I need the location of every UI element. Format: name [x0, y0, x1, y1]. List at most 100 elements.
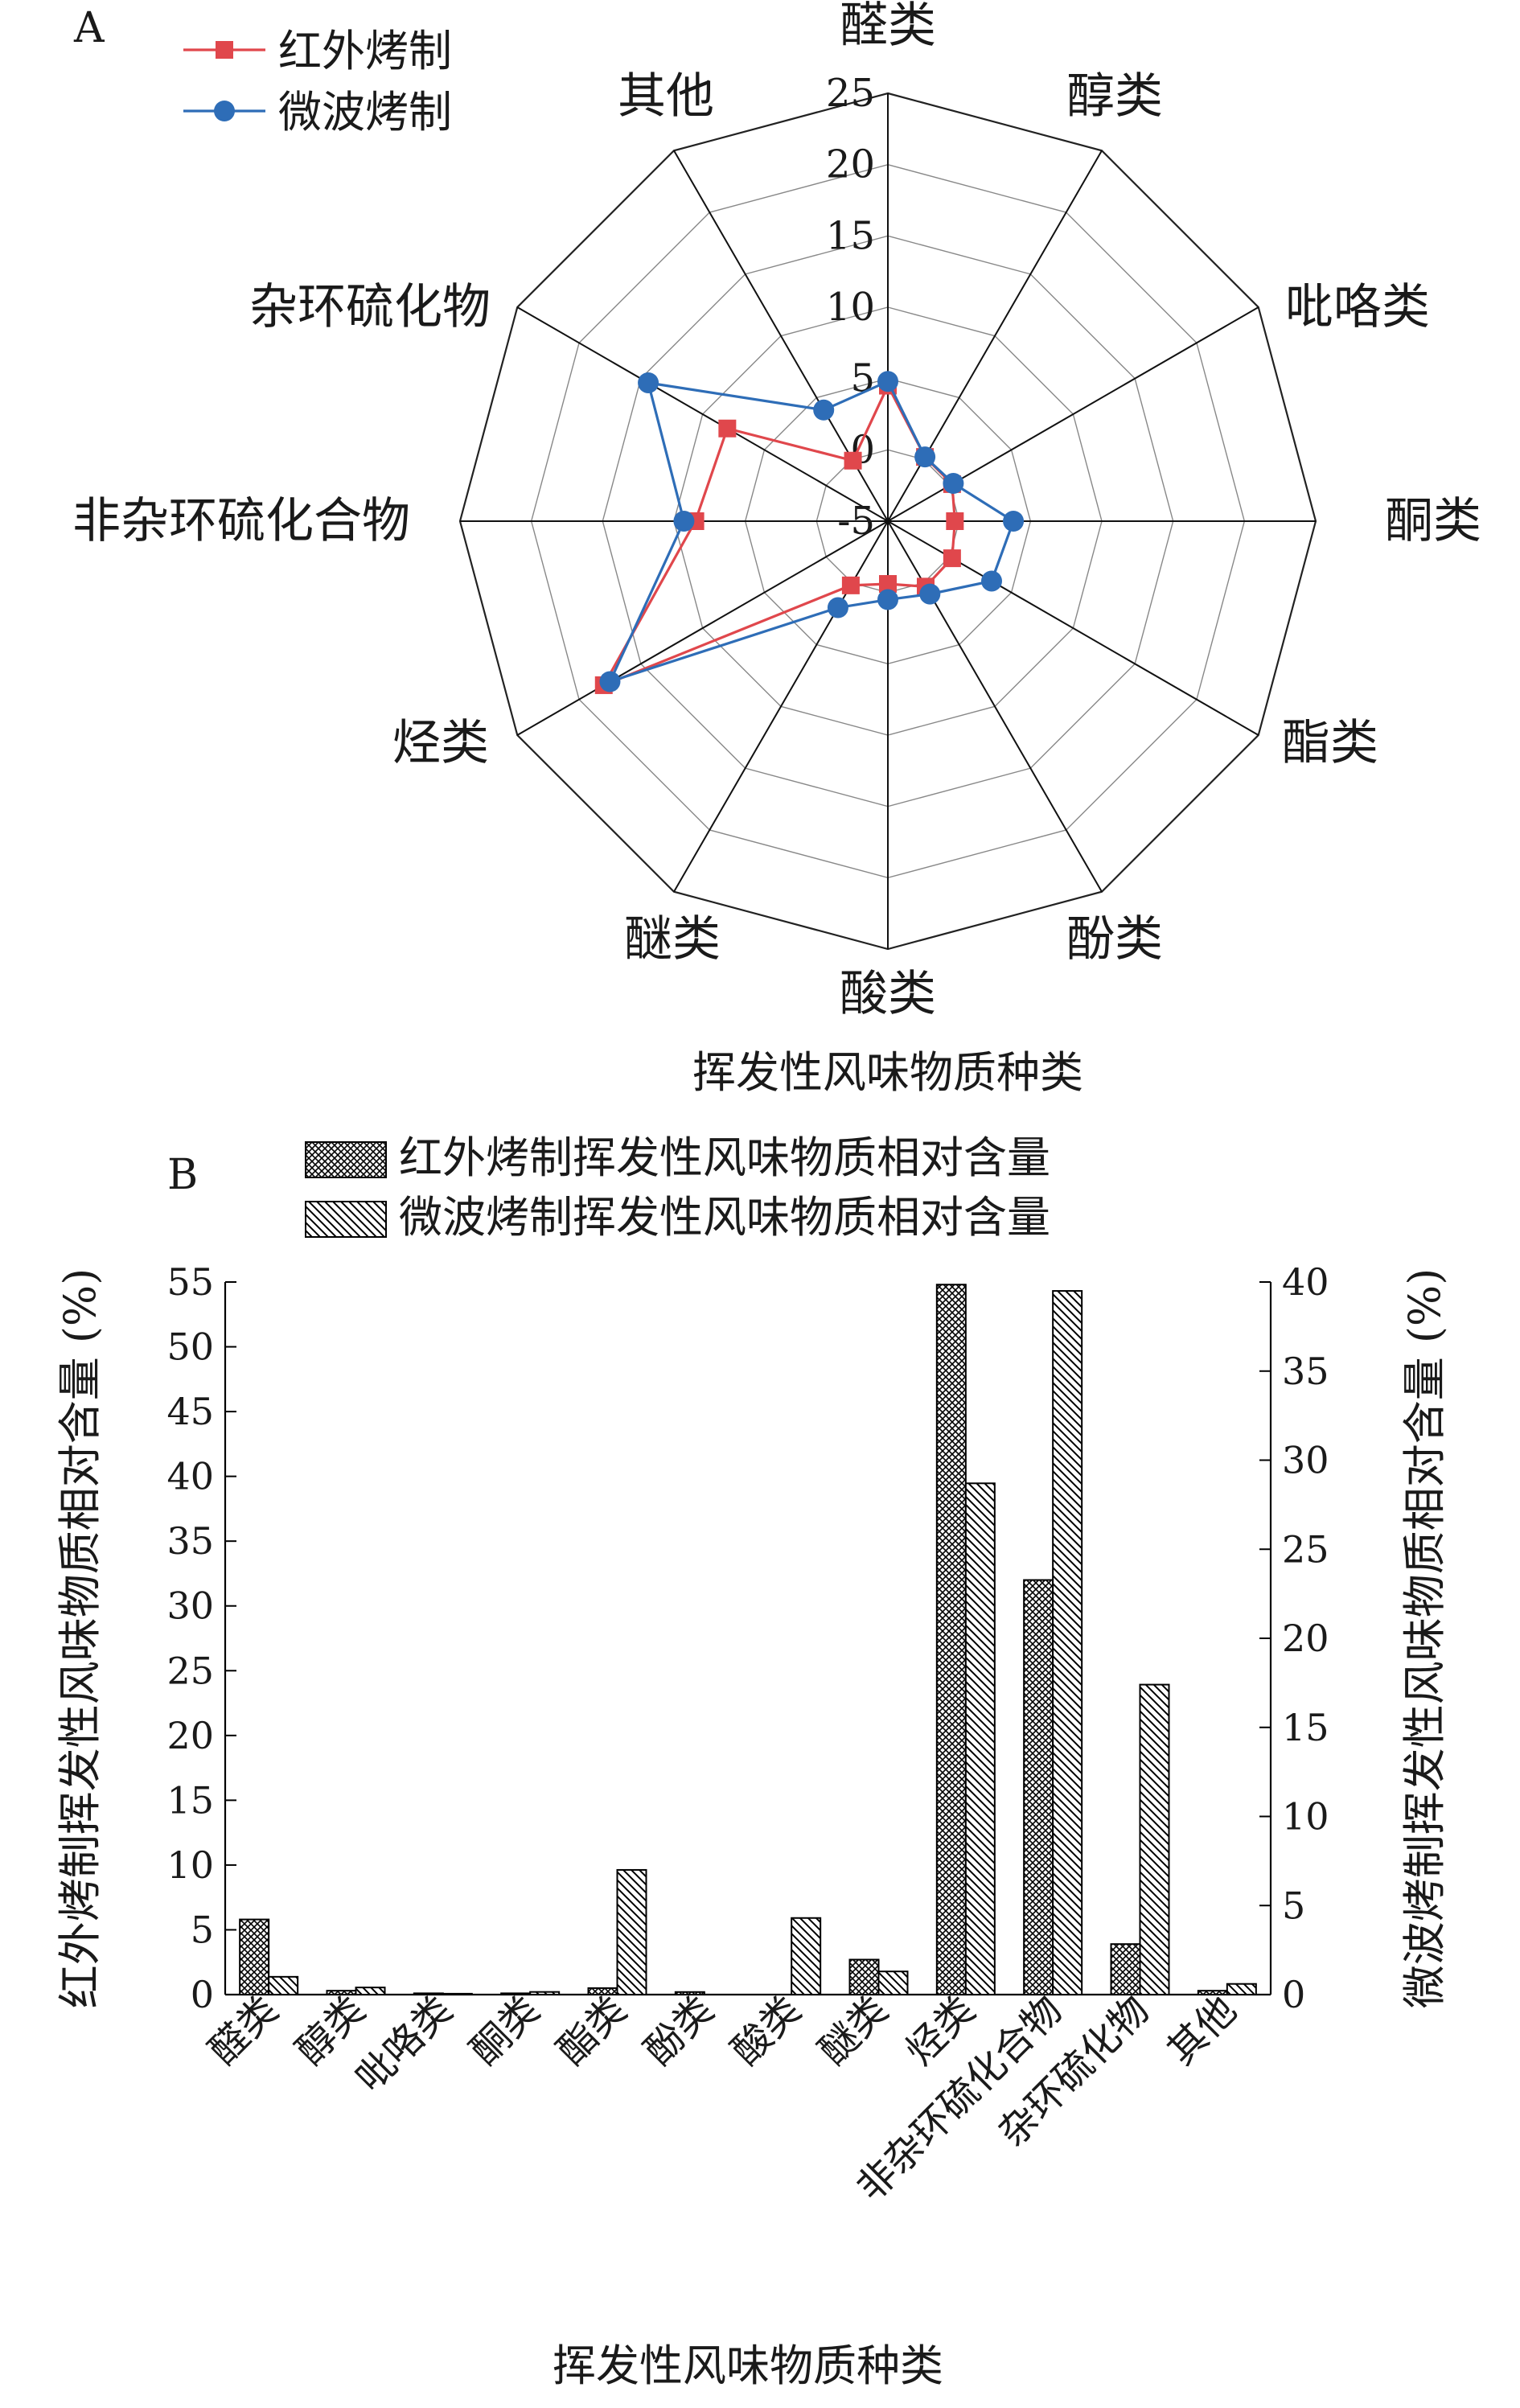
- panel-b-label: B: [167, 1151, 198, 1199]
- radar-category-label: 杂环硫化物: [249, 279, 491, 335]
- legend-label: 红外烤制挥发性风味物质相对含量: [399, 1132, 1050, 1183]
- bar-microwave: [529, 1991, 561, 1995]
- legend-marker: [214, 101, 235, 121]
- legend-marker: [216, 41, 233, 59]
- radar-category-label: 吡咯类: [1285, 279, 1430, 335]
- radar-marker-square: [844, 451, 862, 470]
- radar-category-label: 其他: [618, 68, 714, 125]
- radar-marker-square: [946, 512, 964, 530]
- bar-microwave: [442, 1992, 473, 1996]
- radial-tick-label: 15: [826, 213, 875, 258]
- radar-marker-circle: [943, 473, 964, 495]
- legend-label: 红外烤制: [278, 26, 452, 76]
- radial-tick-label: 20: [826, 142, 875, 187]
- radar-series-line-0: [601, 382, 956, 688]
- x-category-label: 酮类: [462, 1987, 548, 2073]
- left-tick-label: 25: [166, 1649, 214, 1692]
- right-tick-label: 15: [1282, 1706, 1329, 1749]
- bar-microwave: [1052, 1290, 1083, 1995]
- right-tick-label: 40: [1282, 1260, 1329, 1304]
- radar-marker-circle: [827, 597, 848, 618]
- radar-marker-circle: [673, 511, 695, 532]
- radar-marker-circle: [638, 372, 659, 393]
- radial-tick-label: 10: [826, 285, 875, 330]
- right-y-axis-title: 微波烤制挥发性风味物质相对含量 (%): [1399, 1268, 1450, 2009]
- left-y-axis-title: 红外烤制挥发性风味物质相对含量 (%): [55, 1268, 105, 2009]
- radar-spoke: [516, 306, 889, 522]
- x-axis-title: 挥发性风味物质种类: [553, 2340, 943, 2391]
- left-tick-label: 5: [191, 1908, 214, 1951]
- bar-microwave: [1139, 1683, 1170, 1996]
- left-tick-label: 55: [166, 1260, 214, 1304]
- radar-marker-circle: [1003, 511, 1025, 532]
- x-category-label: 醚类: [810, 1987, 896, 2073]
- bar-microwave: [791, 1917, 822, 1995]
- radar-marker-circle: [599, 671, 621, 692]
- radar-marker-square: [841, 576, 860, 594]
- x-category-label: 酚类: [636, 1987, 722, 2073]
- right-tick-label: 10: [1282, 1795, 1329, 1839]
- radar-category-label: 酮类: [1385, 493, 1481, 549]
- bar-microwave: [355, 1987, 386, 1995]
- right-tick-label: 35: [1282, 1350, 1329, 1393]
- left-tick-label: 45: [166, 1390, 214, 1433]
- bar-microwave: [616, 1868, 647, 1995]
- radar-category-label: 醛类: [840, 0, 936, 54]
- radar-category-label: 烃类: [392, 715, 489, 771]
- radar-spoke: [516, 520, 889, 736]
- radar-marker-square: [943, 549, 961, 568]
- left-tick-label: 30: [166, 1584, 214, 1628]
- radar-marker-circle: [813, 399, 835, 421]
- bar-microwave: [877, 1970, 909, 1996]
- radar-category-label: 酚类: [1066, 911, 1163, 968]
- bar-infrared: [674, 1991, 705, 1995]
- legend-label: 微波烤制挥发性风味物质相对含量: [399, 1192, 1050, 1243]
- radar-panel-a: A-50510152025醛类醇类吡咯类酮类酯类酚类酸类醚类烃类非杂环硫化合物杂…: [72, 0, 1481, 1098]
- right-tick-label: 0: [1282, 1973, 1305, 2016]
- legend-swatch: [305, 1201, 387, 1238]
- left-tick-label: 50: [166, 1325, 214, 1369]
- left-tick-label: 10: [166, 1843, 214, 1887]
- panel-a-label: A: [73, 4, 105, 52]
- radar-category-label: 醇类: [1066, 68, 1163, 125]
- radar-marker-circle: [914, 446, 936, 468]
- bar-infrared: [1110, 1943, 1141, 1996]
- right-tick-label: 30: [1282, 1439, 1329, 1482]
- x-category-label: 吡咯类: [347, 1987, 461, 2101]
- bar-infrared: [848, 1958, 880, 1995]
- left-tick-label: 0: [191, 1973, 214, 2016]
- x-category-label: 其他: [1159, 1987, 1245, 2073]
- legend-label: 微波烤制: [278, 87, 452, 138]
- radial-tick-label: 5: [850, 356, 875, 401]
- radar-marker-circle: [877, 589, 898, 610]
- radar-category-label: 醚类: [624, 911, 721, 968]
- bar-infrared: [935, 1284, 967, 1995]
- bar-microwave: [964, 1482, 996, 1996]
- left-tick-label: 20: [166, 1714, 214, 1757]
- x-category-label: 酯类: [548, 1987, 635, 2073]
- radar-category-label: 非杂环硫化合物: [72, 493, 410, 549]
- x-category-label: 酸类: [723, 1987, 809, 2073]
- radar-axis-title: 挥发性风味物质种类: [692, 1047, 1083, 1098]
- bar-infrared: [239, 1918, 270, 1996]
- bar-panel-b: B05101520253035404550550510152025303540醛…: [55, 1132, 1450, 2391]
- bar-infrared: [1023, 1579, 1054, 1995]
- radar-marker-square: [718, 419, 737, 438]
- bar-microwave: [268, 1975, 299, 1996]
- radar-marker-circle: [981, 570, 1003, 592]
- radial-tick-label: 25: [826, 71, 875, 116]
- legend-swatch: [305, 1141, 387, 1178]
- right-tick-label: 5: [1282, 1884, 1305, 1927]
- radar-marker-circle: [919, 583, 941, 605]
- radar-category-label: 酯类: [1282, 715, 1378, 771]
- right-tick-label: 25: [1282, 1527, 1329, 1571]
- right-tick-label: 20: [1282, 1617, 1329, 1660]
- left-tick-label: 15: [166, 1778, 214, 1822]
- radial-tick-label: -5: [837, 499, 875, 544]
- radar-marker-circle: [877, 371, 898, 392]
- radar-marker-square: [879, 575, 897, 594]
- bar-microwave: [1226, 1983, 1257, 1995]
- left-tick-label: 35: [166, 1519, 214, 1563]
- radar-category-label: 酸类: [840, 966, 936, 1022]
